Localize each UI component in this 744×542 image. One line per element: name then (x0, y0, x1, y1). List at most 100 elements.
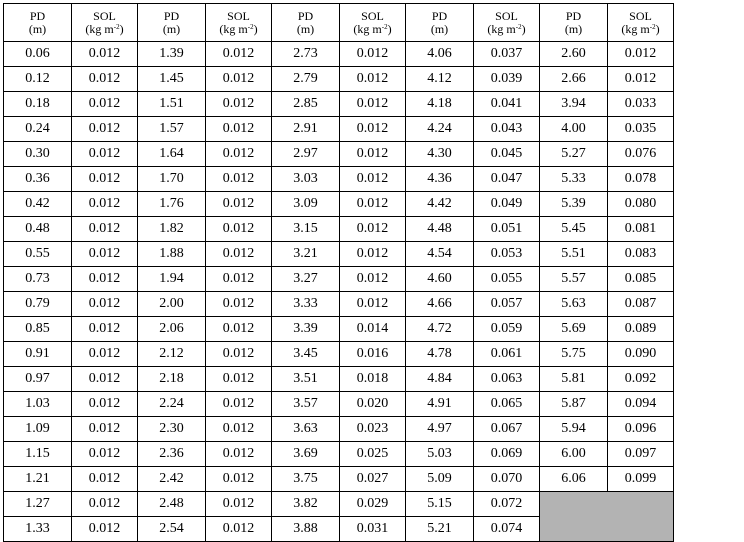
sol-cell: 0.012 (71, 466, 138, 492)
sol-cell: 0.016 (339, 341, 406, 367)
header-label: PD (565, 8, 582, 23)
table-row: 0.91 0.012 2.12 0.012 3.45 0.016 4.78 0.061 5.75… (3, 341, 674, 367)
sol-cell: 0.053 (473, 241, 540, 267)
sol-cell: 0.043 (473, 116, 540, 142)
sol-cell: 0.023 (339, 416, 406, 442)
pd-cell: 5.51 (539, 241, 608, 267)
table-row: 0.79 0.012 2.00 0.012 3.33 0.012 4.66 0.057 5.63… (3, 291, 674, 317)
pd-cell: 1.94 (137, 266, 206, 292)
pd-cell: 3.33 (271, 291, 340, 317)
pd-cell: 0.06 (3, 41, 72, 67)
sol-cell: 0.012 (71, 141, 138, 167)
pd-cell: 3.09 (271, 191, 340, 217)
pd-cell: 4.66 (405, 291, 474, 317)
pd-cell: 4.54 (405, 241, 474, 267)
table-row: 0.36 0.012 1.70 0.012 3.03 0.012 4.36 0.047 5.33… (3, 166, 674, 192)
unit-text: (kg m (85, 21, 114, 36)
sol-cell: 0.012 (71, 166, 138, 192)
sol-cell: 0.012 (71, 516, 138, 542)
pd-cell: 0.24 (3, 116, 72, 142)
header-unit: (kg m-2) (206, 22, 271, 36)
pd-cell: 2.91 (271, 116, 340, 142)
column-header-sol: SOL (kg m-2) (473, 3, 540, 42)
sol-cell: 0.051 (473, 216, 540, 242)
sol-cell: 0.012 (71, 291, 138, 317)
pd-cell: 4.78 (405, 341, 474, 367)
pd-cell: 1.33 (3, 516, 72, 542)
pd-cell: 1.64 (137, 141, 206, 167)
unit-exponent: -2 (649, 22, 656, 31)
unit-text: (kg m (487, 21, 516, 36)
pd-cell: 2.42 (137, 466, 206, 492)
sol-cell: 0.085 (607, 266, 674, 292)
sol-cell: 0.012 (205, 466, 272, 492)
pd-cell: 5.27 (539, 141, 608, 167)
table-row: 0.73 0.012 1.94 0.012 3.27 0.012 4.60 0.055 5.57… (3, 266, 674, 292)
sol-cell: 0.012 (71, 191, 138, 217)
sol-cell: 0.080 (607, 191, 674, 217)
pd-cell: 4.36 (405, 166, 474, 192)
sol-cell: 0.012 (205, 316, 272, 342)
pd-cell: 6.06 (539, 466, 608, 492)
sol-cell: 0.012 (205, 166, 272, 192)
sol-cell: 0.012 (339, 116, 406, 142)
column-header-sol: SOL (kg m-2) (607, 3, 674, 42)
sol-cell: 0.012 (205, 66, 272, 92)
table-row: 0.18 0.012 1.51 0.012 2.85 0.012 4.18 0.041 3.94… (3, 91, 674, 117)
header-row: PD (m) SOL (kg m-2) PD (m) SOL (kg m-2) PD (m) SOL… (3, 3, 674, 42)
unit-text: (kg m (621, 21, 650, 36)
sol-cell: 0.012 (607, 41, 674, 67)
sol-cell: 0.018 (339, 366, 406, 392)
sol-cell: 0.041 (473, 91, 540, 117)
header-unit: (kg m-2) (474, 21, 539, 36)
table-row: 0.85 0.012 2.06 0.012 3.39 0.014 4.72 0.059 5.69… (3, 316, 674, 342)
sol-cell: 0.035 (607, 116, 674, 142)
sol-cell: 0.012 (339, 166, 406, 192)
sol-cell: 0.012 (205, 41, 272, 67)
pd-cell: 2.24 (137, 391, 206, 417)
sol-cell: 0.012 (339, 241, 406, 267)
pd-cell: 4.42 (405, 191, 474, 217)
page: PD (m) SOL (kg m-2) PD (m) SOL (kg m-2) PD (m) SOL… (3, 3, 674, 542)
sol-cell: 0.063 (473, 366, 540, 392)
pd-cell: 1.27 (3, 491, 72, 517)
sol-cell: 0.012 (205, 516, 272, 542)
sol-cell: 0.049 (473, 191, 540, 217)
sol-cell: 0.012 (339, 291, 406, 317)
pd-cell: 5.63 (539, 291, 608, 317)
sol-cell: 0.012 (71, 91, 138, 117)
pd-cell: 0.79 (3, 291, 72, 317)
sol-cell: 0.037 (473, 41, 540, 67)
pd-cell: 1.45 (137, 66, 206, 92)
pd-cell: 0.73 (3, 266, 72, 292)
pd-cell: 5.09 (405, 466, 474, 492)
pd-cell: 5.94 (539, 416, 608, 442)
table-row: 0.55 0.012 1.88 0.012 3.21 0.012 4.54 0.053 5.51… (3, 241, 674, 267)
pd-cell: 3.27 (271, 266, 340, 292)
table-row: 1.03 0.012 2.24 0.012 3.57 0.020 4.91 0.065 5.87… (3, 391, 674, 417)
sol-cell: 0.087 (607, 291, 674, 317)
pd-cell: 5.33 (539, 166, 608, 192)
pd-cell: 4.06 (405, 41, 474, 67)
table-row: 0.12 0.012 1.45 0.012 2.79 0.012 4.12 0.039 2.66… (3, 66, 674, 92)
sol-cell: 0.012 (71, 41, 138, 67)
pd-cell: 2.00 (137, 291, 206, 317)
pd-cell: 2.97 (271, 141, 340, 167)
pd-cell: 2.36 (137, 441, 206, 467)
sol-cell: 0.012 (339, 266, 406, 292)
sol-cell: 0.065 (473, 391, 540, 417)
sol-cell: 0.012 (205, 116, 272, 142)
header-label: PD (163, 8, 180, 23)
sol-cell: 0.029 (339, 491, 406, 517)
pd-cell: 3.94 (539, 91, 608, 117)
column-header-pd: PD (m) (271, 3, 340, 42)
sol-cell: 0.012 (71, 341, 138, 367)
sol-cell: 0.012 (205, 441, 272, 467)
pd-cell: 3.51 (271, 366, 340, 392)
pd-cell: 3.45 (271, 341, 340, 367)
header-unit: (m) (28, 21, 47, 36)
sol-cell: 0.089 (607, 316, 674, 342)
unit-exponent: -2 (515, 22, 522, 31)
pd-cell: 6.00 (539, 441, 608, 467)
sol-cell: 0.012 (71, 366, 138, 392)
